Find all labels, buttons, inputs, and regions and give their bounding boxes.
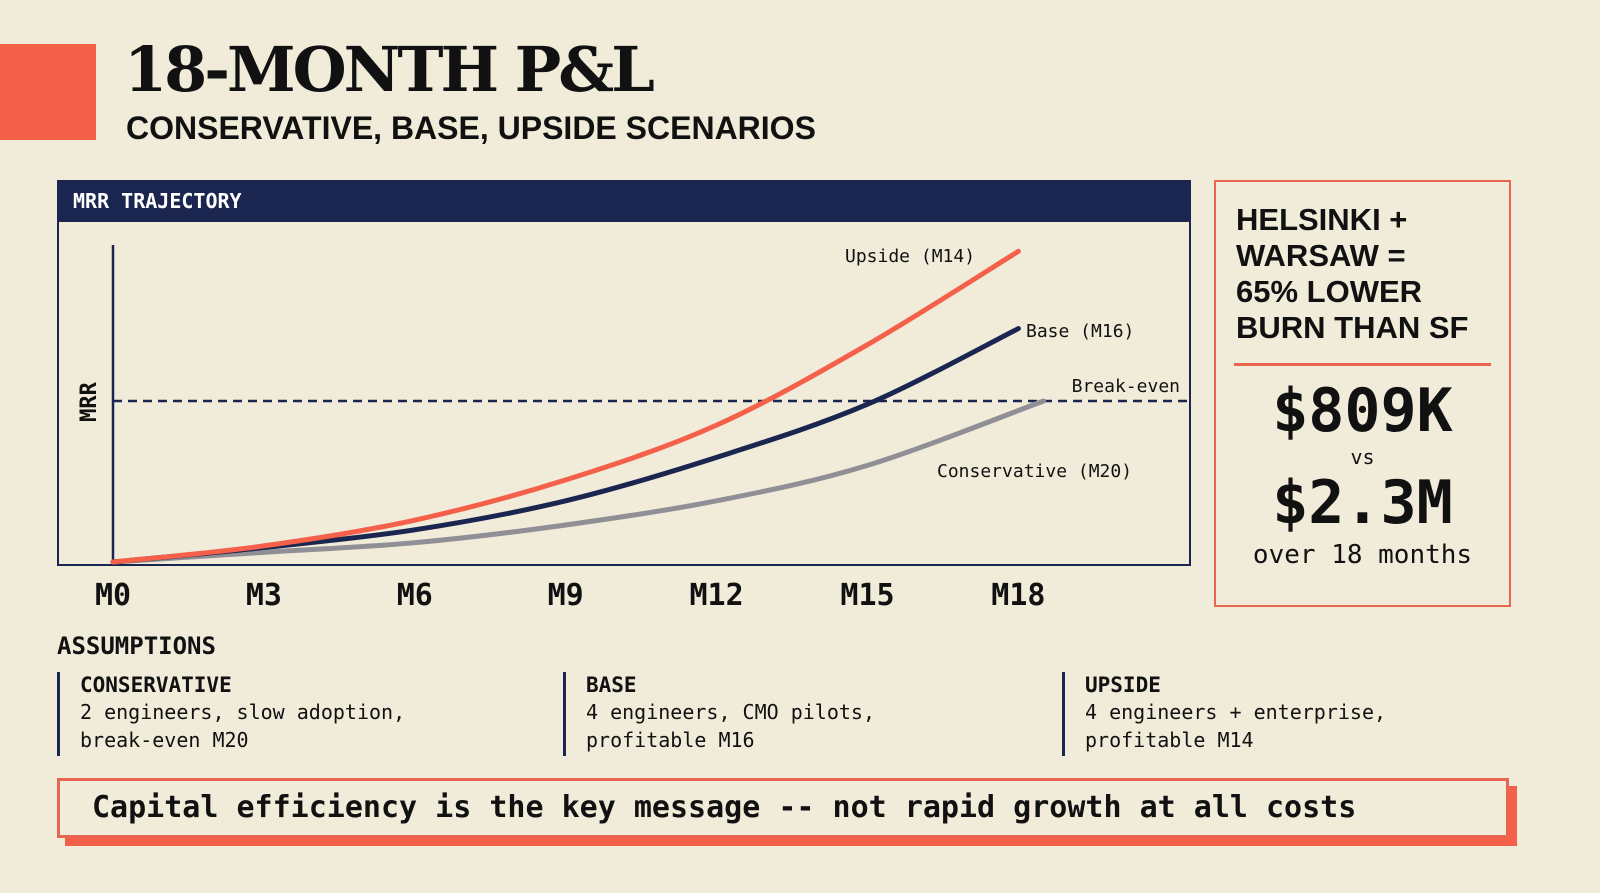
mrr-chart: MRR Break-even M0 M3 M6 M9 M12 M15 M18 Conservati… <box>77 245 1188 613</box>
value-helsinki-warsaw: $809K <box>1272 376 1453 446</box>
assumption-upside: UPSIDE 4 engineers + enterprise, profita… <box>1062 672 1386 756</box>
burn-comparison-card: HELSINKI + WARSAW = 65% LOWER BURN THAN … <box>1214 180 1511 607</box>
assumption-name: CONSERVATIVE <box>80 673 232 697</box>
x-tick-label: M6 <box>397 578 433 613</box>
accent-block <box>0 44 96 140</box>
assumption-line: profitable M14 <box>1085 728 1254 752</box>
assumption-line: break-even M20 <box>80 728 249 752</box>
page-title: 18-MONTH P&L <box>124 33 655 106</box>
headline-line: WARSAW = <box>1236 238 1406 273</box>
x-tick-label: M9 <box>548 578 584 613</box>
assumption-line: 4 engineers + enterprise, <box>1085 700 1387 724</box>
chart-title: MRR TRAJECTORY <box>57 180 1191 222</box>
x-tick-label: M18 <box>991 578 1045 613</box>
headline-line: HELSINKI + <box>1236 202 1408 237</box>
assumption-name: BASE <box>586 673 637 697</box>
assumption-base: BASE 4 engineers, CMO pilots, profitable… <box>563 672 875 756</box>
series-line-conservative <box>110 398 1047 565</box>
x-tick-label: M3 <box>246 578 282 613</box>
series-label-upside: Upside (M14) <box>845 246 975 267</box>
chart-frame <box>57 222 1191 566</box>
value-sf: $2.3M <box>1272 468 1453 538</box>
series-line-upside <box>110 248 1021 565</box>
burn-headline: HELSINKI + WARSAW = 65% LOWER BURN THAN … <box>1236 202 1469 346</box>
y-axis-label: MRR <box>77 381 102 421</box>
assumption-conservative: CONSERVATIVE 2 engineers, slow adoption,… <box>57 672 405 756</box>
x-tick-label: M0 <box>95 578 131 613</box>
series-label-base: Base (M16) <box>1026 321 1134 342</box>
x-tick-label: M12 <box>690 578 744 613</box>
period-label: over 18 months <box>1252 540 1473 570</box>
assumption-line: 2 engineers, slow adoption, <box>80 700 406 724</box>
assumption-line: profitable M16 <box>586 728 755 752</box>
assumption-line: 4 engineers, CMO pilots, <box>586 700 875 724</box>
break-even-label: Break-even <box>1072 376 1180 397</box>
x-tick-label: M15 <box>840 578 894 613</box>
assumptions-title: ASSUMPTIONS <box>57 632 216 660</box>
series-label-conservative: Conservative (M20) <box>937 461 1132 482</box>
headline-line: 65% LOWER <box>1236 274 1423 309</box>
assumption-name: UPSIDE <box>1085 673 1161 697</box>
page-subtitle: CONSERVATIVE, BASE, UPSIDE SCENARIOS <box>126 110 816 146</box>
divider <box>1234 363 1491 366</box>
vs-label: vs <box>1350 445 1375 469</box>
key-message-banner: Capital efficiency is the key message --… <box>57 778 1509 838</box>
headline-line: BURN THAN SF <box>1236 310 1469 345</box>
